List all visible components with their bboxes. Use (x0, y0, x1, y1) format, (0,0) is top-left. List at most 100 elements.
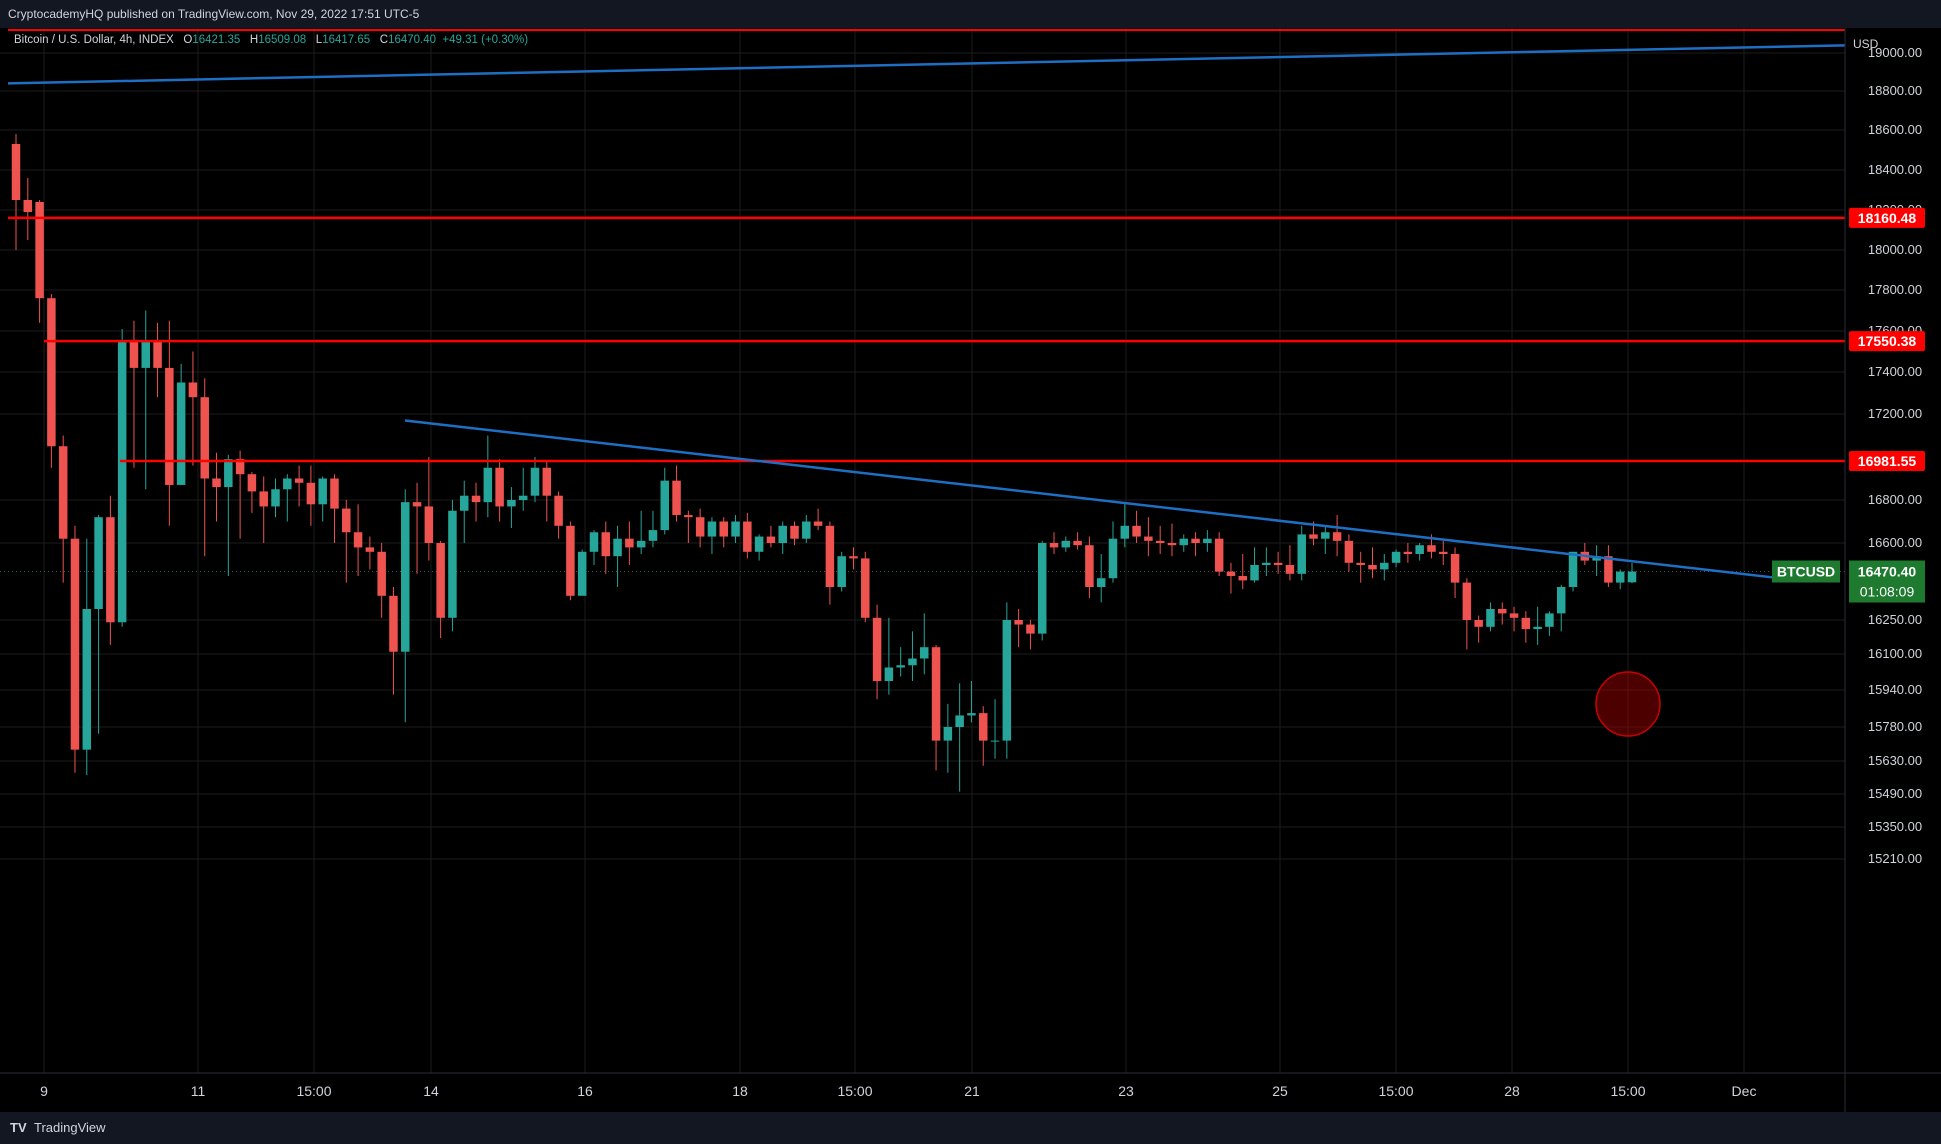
time-tick-label: Dec (1732, 1083, 1757, 1099)
change-value: +49.31 (+0.30%) (442, 34, 529, 46)
high-value: 16509.08 (258, 34, 307, 46)
levels-layer (8, 29, 1845, 463)
candle-body (1144, 536, 1153, 541)
candle-body (353, 532, 363, 548)
candle-body (849, 556, 858, 559)
time-axis[interactable]: 9 11 15:00 14 16 18 15:00 21 23 25 15:00 28 15:00 Dec (40, 1083, 1756, 1099)
time-tick-label: 15:00 (1378, 1083, 1413, 1099)
candles-layer (11, 134, 1637, 792)
candle-body (802, 521, 811, 539)
price-tick-label: 15490.00 (1868, 786, 1922, 801)
candle-body (507, 500, 516, 507)
symbol-legend: Bitcoin / U.S. Dollar, 4h, INDEX O16421.… (14, 34, 528, 46)
candle-body (58, 446, 68, 539)
time-tick-label: 25 (1272, 1083, 1288, 1099)
candle-body (825, 525, 835, 587)
candle-body (176, 382, 186, 485)
candle-body (908, 658, 917, 666)
candle-body (1002, 620, 1012, 741)
close-label: C (379, 34, 389, 46)
candle-body (1521, 617, 1531, 630)
level-price-tag-text: 16981.55 (1858, 453, 1917, 469)
candle-body (1556, 587, 1566, 614)
price-tick-label: 15780.00 (1868, 719, 1922, 734)
time-tick-label: 23 (1118, 1083, 1134, 1099)
candle-body (1285, 565, 1295, 574)
candle-body (424, 506, 434, 543)
price-tick-label: 17800.00 (1868, 282, 1922, 297)
candle-body (967, 713, 976, 716)
candle-body (1627, 571, 1637, 583)
price-tick-label: 19000.00 (1868, 45, 1922, 60)
candle-body (1026, 624, 1035, 634)
candle-body (365, 547, 375, 552)
candle-body (1073, 540, 1082, 546)
candle-body (1450, 554, 1460, 583)
candle-body (200, 397, 209, 479)
candle-body (1368, 565, 1377, 570)
candle-body (459, 495, 469, 511)
time-tick-label: 15:00 (1610, 1083, 1645, 1099)
candle-body (1132, 525, 1141, 537)
candle-body (1179, 538, 1189, 546)
candle-body (978, 713, 988, 741)
candle-body (247, 474, 257, 492)
candle-body (188, 382, 198, 398)
candle-body (271, 489, 280, 507)
candle-body (306, 482, 316, 505)
price-tick-label: 17200.00 (1868, 406, 1922, 421)
candle-body (106, 517, 115, 623)
candle-body (153, 341, 162, 368)
candle-body (412, 502, 422, 507)
candle-body (23, 200, 33, 212)
price-tick-label: 16100.00 (1868, 646, 1922, 661)
candle-body (648, 530, 658, 541)
candle-body (1403, 551, 1413, 554)
level-price-tag (1849, 207, 1925, 228)
candle-body (1273, 562, 1283, 565)
candle-body (837, 556, 846, 587)
symbol-tag-text: BTCUSD (1777, 564, 1835, 580)
btc-candlestick-chart[interactable]: USD 19000.0018800.0018600.0018400.001820… (0, 28, 1941, 1112)
candle-body (990, 740, 1000, 742)
chart-background (0, 28, 1941, 1112)
candle-body (1226, 571, 1236, 576)
candle-body (601, 532, 611, 557)
candle-body (884, 667, 894, 681)
candle-body (625, 538, 634, 548)
candle-body (495, 467, 504, 507)
candle-body (1474, 620, 1483, 627)
candle-body (165, 367, 174, 485)
candle-body (695, 517, 705, 537)
candle-body (861, 558, 870, 618)
candle-body (1297, 534, 1306, 574)
candle-body (943, 727, 953, 741)
candle-body (129, 341, 139, 368)
price-axis[interactable]: 19000.0018800.0018600.0018400.0018200.00… (1868, 45, 1922, 866)
candle-body (1391, 551, 1401, 563)
candle-body (1568, 551, 1578, 587)
candle-body (1545, 613, 1554, 627)
candle-body (342, 508, 351, 533)
upper-trendline (7, 44, 1846, 85)
last-price-tag (1849, 560, 1925, 603)
price-tick-label: 16250.00 (1868, 612, 1922, 627)
level-price-tag-text: 18160.48 (1858, 210, 1917, 226)
candle-body (955, 715, 964, 727)
candle-body (1085, 545, 1094, 587)
bar-countdown: 01:08:09 (1860, 584, 1915, 600)
time-tick-label: 18 (732, 1083, 748, 1099)
candle-body (259, 491, 268, 507)
close-value: 16470.40 (388, 34, 437, 46)
candle-body (1262, 562, 1271, 565)
candle-body (1615, 571, 1625, 583)
price-tick-label: 18000.00 (1868, 242, 1922, 257)
time-tick-label: 9 (40, 1083, 48, 1099)
candle-body (283, 478, 292, 490)
candle-body (235, 459, 245, 475)
low-label: L (315, 34, 323, 46)
candle-body (1604, 556, 1613, 583)
level-price-tag (1849, 450, 1925, 471)
time-tick-label: 21 (964, 1083, 980, 1099)
candle-body (577, 551, 587, 596)
